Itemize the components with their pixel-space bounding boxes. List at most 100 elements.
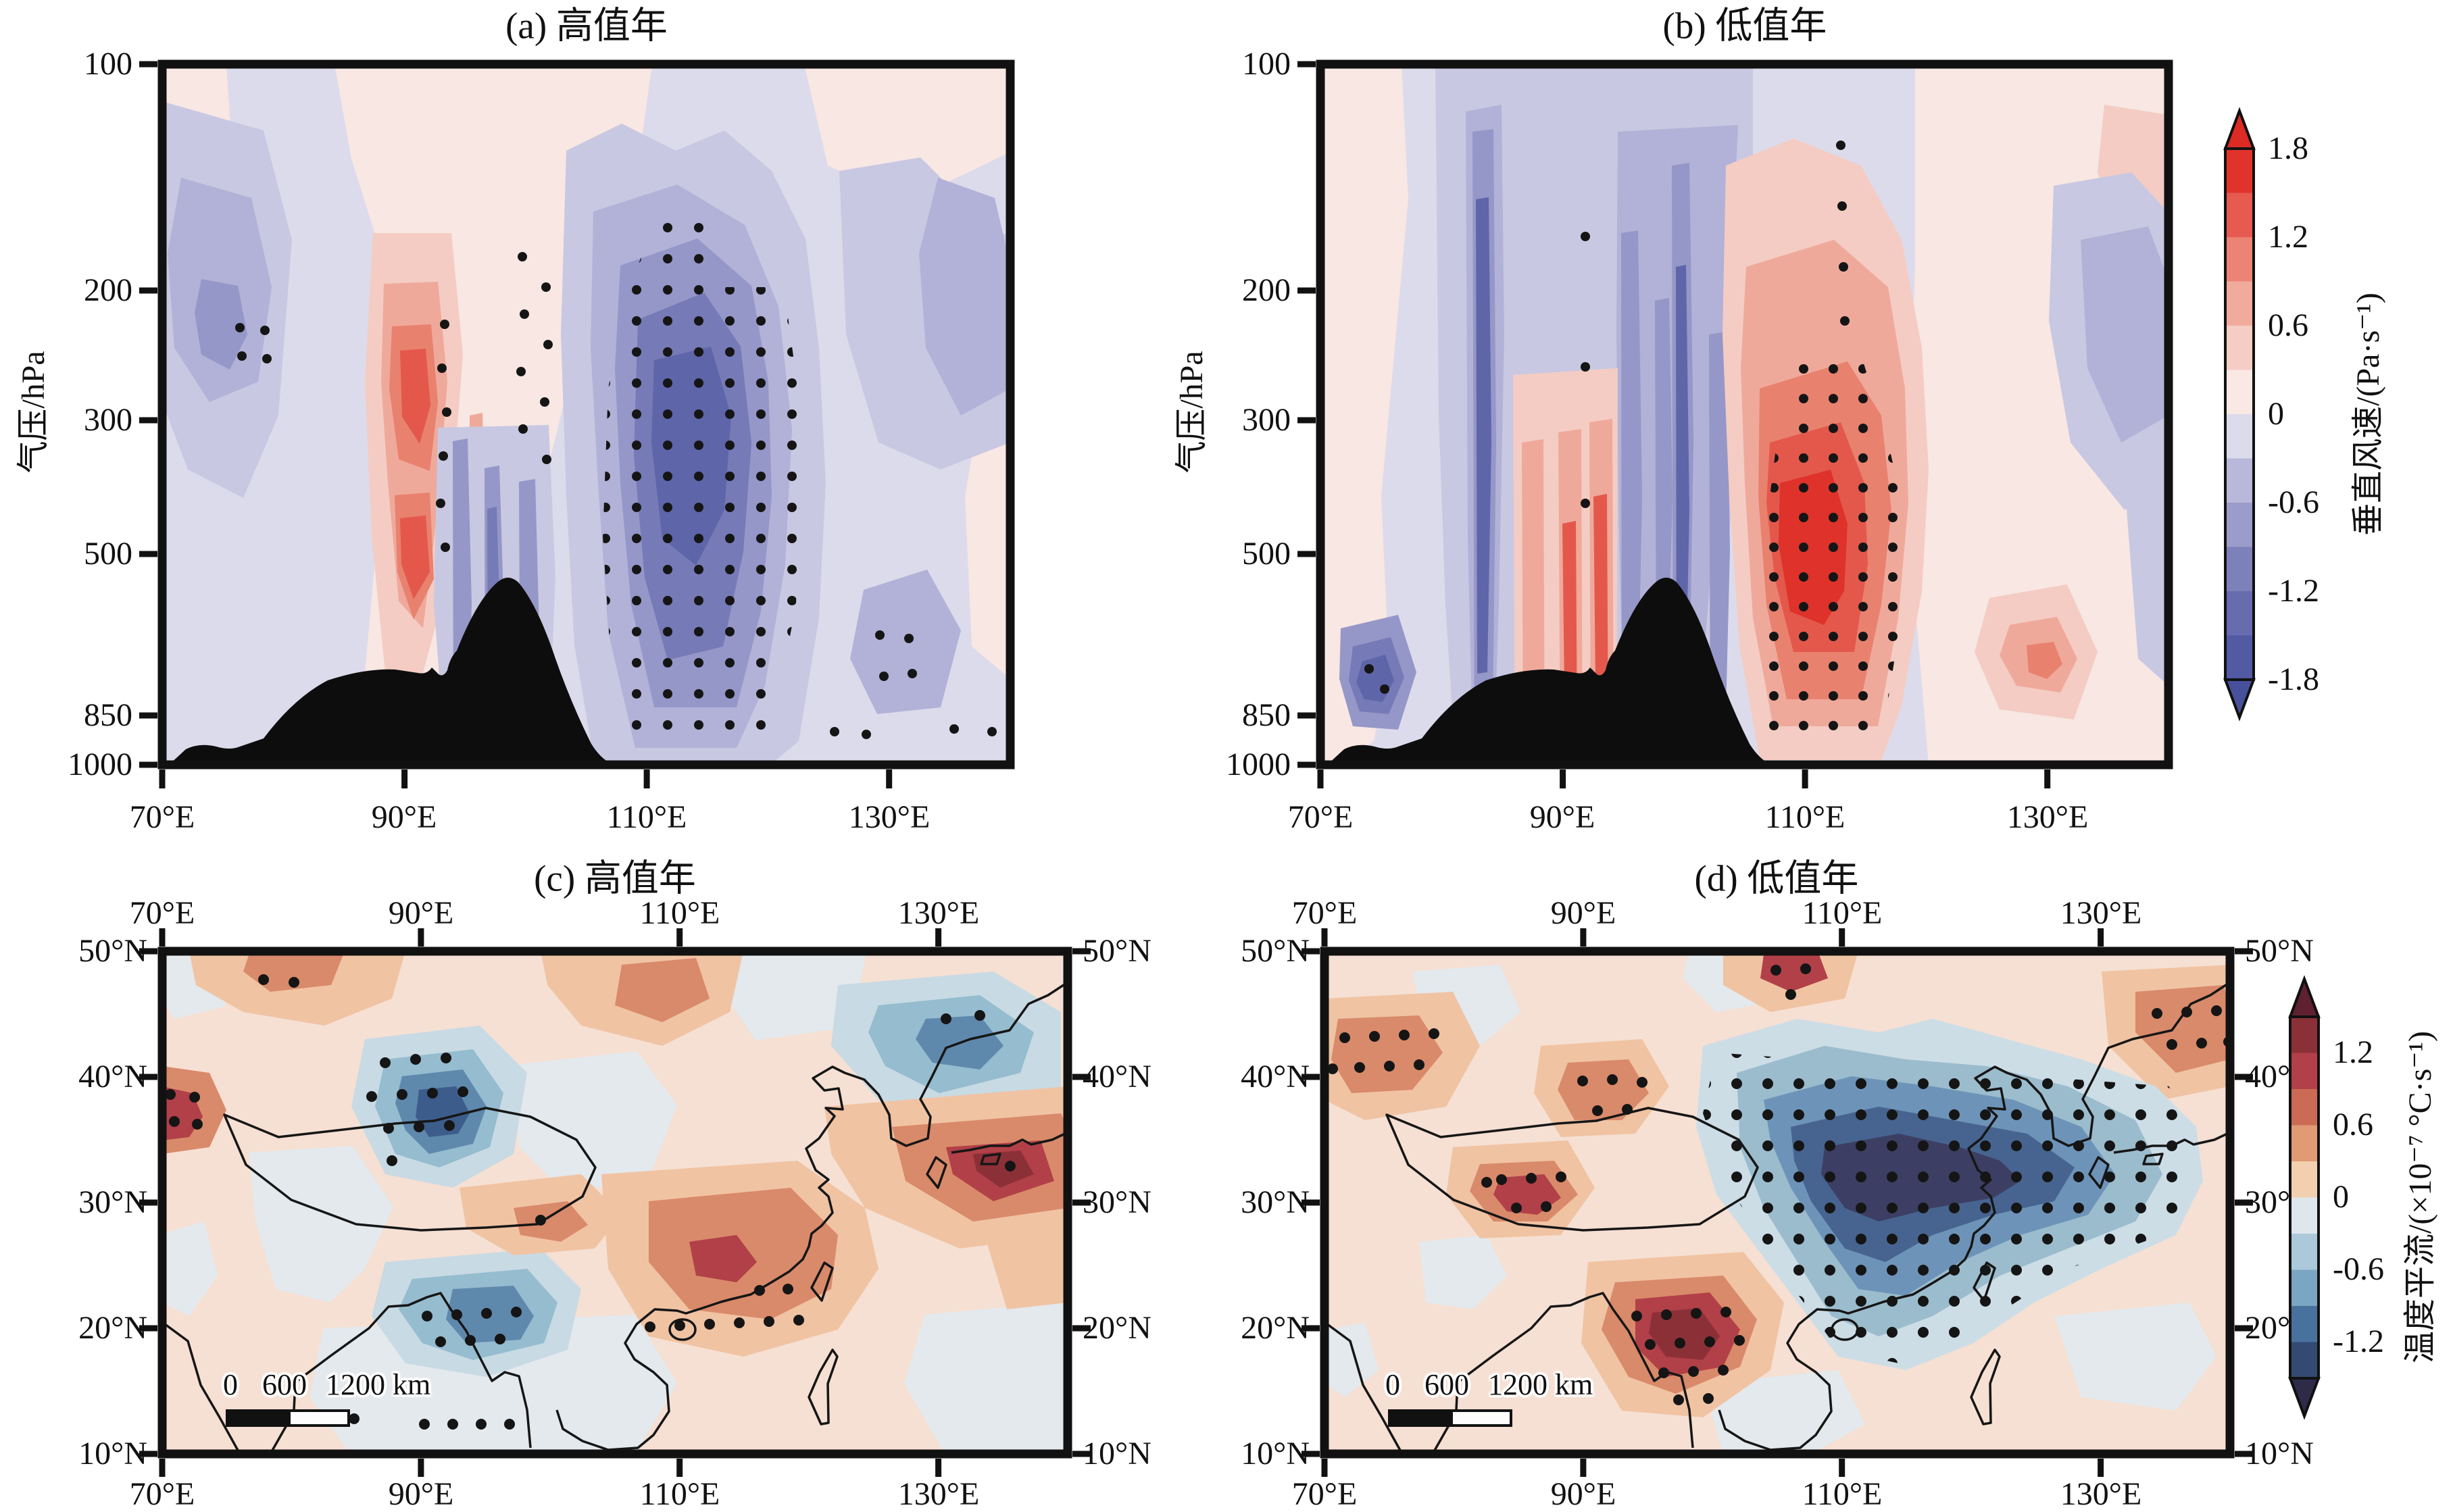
colorbar-arrow-down xyxy=(2223,678,2256,722)
axis-tick-label: 40°N xyxy=(78,1059,147,1094)
axis-tick-label: 200 xyxy=(1242,272,1291,308)
colorbar-tick: -1.8 xyxy=(2268,661,2319,697)
axis-tick-label: 200 xyxy=(84,272,132,308)
axis-tick-label: 850 xyxy=(84,697,132,733)
axis-tick-label: 70°E xyxy=(1291,1476,1358,1512)
axis-tick-label: 1000 xyxy=(68,747,132,782)
axis-tick-label: 10°N xyxy=(78,1436,147,1471)
axis-tick-label: 300 xyxy=(84,402,132,438)
colorbar-tick: 1.2 xyxy=(2268,219,2308,255)
axis-tick-label: 70°E xyxy=(129,895,195,931)
axis-tick-label: 130°E xyxy=(897,895,980,931)
axis-tick-label: 70°E xyxy=(129,1476,195,1512)
panel-a-ticks xyxy=(139,61,893,788)
colorbar-segments xyxy=(2290,1017,2319,1378)
scale-bar-label: 600 xyxy=(262,1368,307,1401)
colorbar-tick: -0.6 xyxy=(2268,484,2319,520)
axis-tick-label: 50°N xyxy=(78,933,147,969)
scale-bar-segment xyxy=(1388,1409,1450,1427)
panel-d-ticks xyxy=(1302,928,2253,1477)
scale-bar-segment xyxy=(226,1409,288,1427)
colorbar-tick: 0.6 xyxy=(2268,307,2308,343)
axis-tick-label: 110°E xyxy=(1764,799,1845,835)
axis-tick-label: 130°E xyxy=(2060,1476,2142,1512)
colorbar-tick: 1.2 xyxy=(2333,1034,2373,1070)
panel-d-title: (d) 低值年 xyxy=(1694,857,1859,899)
axis-tick-label: 110°E xyxy=(639,1476,720,1512)
axis-tick-label: 10°N xyxy=(1241,1436,1310,1471)
panel-d-plot xyxy=(1302,928,2253,1477)
panel-a-plot xyxy=(139,59,1015,788)
axis-tick-label: 90°E xyxy=(371,799,437,835)
scale-bar-label: 1200 km xyxy=(1488,1368,1593,1401)
axis-tick-label: 90°E xyxy=(1550,1476,1616,1512)
axis-tick-label: 20°N xyxy=(1083,1310,1151,1346)
significance-dots xyxy=(235,252,997,739)
axis-tick-label: 30°N xyxy=(78,1184,147,1220)
panel-c-plot xyxy=(139,928,1091,1477)
axis-tick-label: 10°N xyxy=(2245,1436,2314,1471)
panel-b-border xyxy=(1316,59,2173,770)
scale-bar-segment xyxy=(1450,1409,1512,1427)
axis-tick-label: 30°N xyxy=(1083,1184,1151,1220)
colorbar-omega xyxy=(2223,107,2256,722)
axis-tick-label: 110°E xyxy=(639,895,720,931)
colorbar-arrow-up xyxy=(2288,975,2321,1018)
colorbar-tick: -1.2 xyxy=(2268,573,2319,609)
colorbar-tick: 0 xyxy=(2333,1179,2349,1215)
axis-tick-label: 90°E xyxy=(388,1476,454,1512)
panel-d-border xyxy=(1320,947,2235,1459)
colorbar-arrow-up xyxy=(2223,107,2256,150)
axis-tick-label: 50°N xyxy=(1241,933,1310,969)
scale-bar-segment xyxy=(288,1409,350,1427)
contour-fills-c xyxy=(162,951,1068,1454)
colorbar-tick: -0.6 xyxy=(2333,1251,2384,1287)
axis-tick-label: 130°E xyxy=(2006,799,2089,835)
contour-fills-d xyxy=(1324,951,2230,1454)
axis-tick-label: 30°N xyxy=(1241,1184,1310,1220)
axis-tick-label: 110°E xyxy=(1802,1476,1883,1512)
significance-dots xyxy=(1327,963,2230,1405)
colorbar-tick: 1.8 xyxy=(2268,130,2308,166)
axis-tick-label: 70°E xyxy=(1291,895,1358,931)
colorbar-tick: 0.6 xyxy=(2333,1107,2373,1142)
axis-tick-label: 40°N xyxy=(1241,1059,1310,1094)
axis-tick-label: 130°E xyxy=(897,1476,980,1512)
axis-tick-label: 10°N xyxy=(1083,1436,1151,1471)
panel-c-ticks xyxy=(139,928,1091,1477)
axis-tick-label: 130°E xyxy=(848,799,931,835)
panel-b-ylabel: 气压/hPa xyxy=(1174,351,1210,474)
colorbar-segments xyxy=(2225,149,2254,680)
axis-tick-label: 70°E xyxy=(129,799,195,835)
colorbar-advection xyxy=(2288,975,2321,1420)
colorbar-tick: -1.2 xyxy=(2333,1324,2384,1359)
axis-tick-label: 90°E xyxy=(1550,895,1616,931)
axis-tick-label: 20°N xyxy=(78,1310,147,1346)
axis-tick-label: 1000 xyxy=(1226,747,1291,782)
panel-a-ylabel: 气压/hPa xyxy=(16,351,51,474)
colorbar-omega-label: 垂直风速/(Pa·s⁻¹) xyxy=(2350,293,2386,536)
axis-tick-label: 50°N xyxy=(1083,933,1151,969)
axis-tick-label: 300 xyxy=(1242,402,1291,438)
axis-tick-label: 850 xyxy=(1242,697,1291,733)
axis-tick-label: 130°E xyxy=(2060,895,2142,931)
terrain-silhouette xyxy=(1327,577,1772,765)
significance-dots xyxy=(165,974,1016,1430)
axis-tick-label: 20°N xyxy=(1241,1310,1310,1346)
colorbar-arrow-down xyxy=(2288,1377,2321,1420)
panel-c-border xyxy=(157,947,1072,1459)
contour-fills-a xyxy=(162,64,1010,765)
axis-tick-label: 500 xyxy=(1242,536,1291,572)
axis-tick-label: 70°E xyxy=(1287,799,1354,835)
axis-tick-label: 90°E xyxy=(388,895,454,931)
scale-bar-label: 600 xyxy=(1424,1368,1469,1401)
axis-tick-label: 110°E xyxy=(1802,895,1883,931)
panel-a-border xyxy=(157,59,1015,770)
axis-tick-label: 90°E xyxy=(1529,799,1595,835)
colorbar-advection-label: 温度平流/(×10⁻⁷ °C·s⁻¹) xyxy=(2402,1030,2438,1364)
terrain-silhouette xyxy=(169,577,614,765)
axis-tick-label: 100 xyxy=(84,46,132,82)
axis-tick-label: 110°E xyxy=(606,799,687,835)
colorbar-tick: 0 xyxy=(2268,396,2284,432)
